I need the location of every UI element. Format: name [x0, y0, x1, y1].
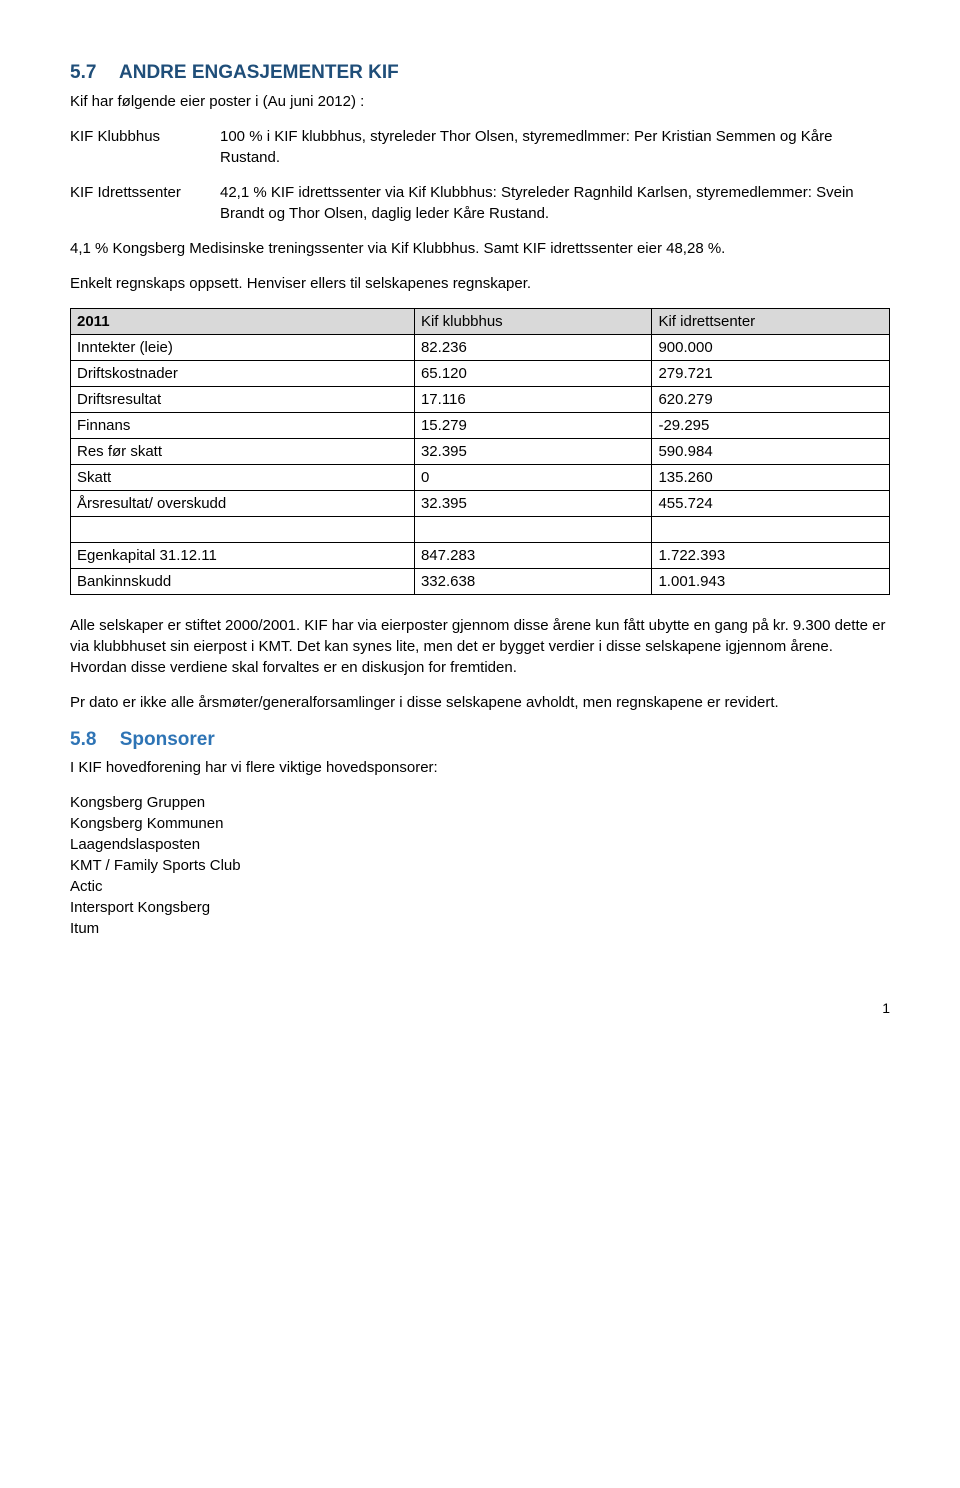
table-cell: Egenkapital 31.12.11 [71, 542, 415, 568]
def-desc: 42,1 % KIF idrettssenter via Kif Klubbhu… [220, 182, 890, 224]
table-cell: Bankinnskudd [71, 568, 415, 594]
table-row: Res før skatt32.395590.984 [71, 438, 890, 464]
sponsor-item: Kongsberg Kommunen [70, 813, 890, 834]
def-desc: 100 % i KIF klubbhus, styreleder Thor Ol… [220, 126, 890, 168]
table-cell [414, 516, 652, 542]
table-cell: 1.001.943 [652, 568, 890, 594]
def-term: KIF Idrettssenter [70, 182, 220, 224]
table-cell: 847.283 [414, 542, 652, 568]
table-cell: 900.000 [652, 334, 890, 360]
table-row: Egenkapital 31.12.11847.2831.722.393 [71, 542, 890, 568]
page-number: 1 [70, 999, 890, 1019]
paragraph: Alle selskaper er stiftet 2000/2001. KIF… [70, 615, 890, 678]
definition-row: KIF Idrettssenter 42,1 % KIF idrettssent… [70, 182, 890, 224]
table-cell: 1.722.393 [652, 542, 890, 568]
table-cell: 590.984 [652, 438, 890, 464]
definition-block: KIF Klubbhus 100 % i KIF klubbhus, styre… [70, 126, 890, 224]
paragraph: Pr dato er ikke alle årsmøter/generalfor… [70, 692, 890, 713]
table-cell [652, 516, 890, 542]
table-cell: 135.260 [652, 464, 890, 490]
sponsor-item: Laagendslasposten [70, 834, 890, 855]
section-58-num: 5.8 [70, 729, 96, 750]
sponsor-item: Kongsberg Gruppen [70, 792, 890, 813]
table-row: Årsresultat/ overskudd32.395455.724 [71, 490, 890, 516]
table-row: Bankinnskudd332.6381.001.943 [71, 568, 890, 594]
table-cell: 82.236 [414, 334, 652, 360]
table-cell: 279.721 [652, 360, 890, 386]
table-row [71, 516, 890, 542]
table-cell: 620.279 [652, 386, 890, 412]
table-cell: 17.116 [414, 386, 652, 412]
paragraph: 4,1 % Kongsberg Medisinske treningssente… [70, 238, 890, 259]
sponsor-item: KMT / Family Sports Club [70, 855, 890, 876]
sponsor-item: Itum [70, 918, 890, 939]
table-header-row: 2011 Kif klubbhus Kif idrettsenter [71, 308, 890, 334]
section-58-intro: I KIF hovedforening har vi flere viktige… [70, 757, 890, 778]
def-term: KIF Klubbhus [70, 126, 220, 168]
table-row: Driftsresultat17.116620.279 [71, 386, 890, 412]
table-cell: -29.295 [652, 412, 890, 438]
financial-table: 2011 Kif klubbhus Kif idrettsenter Innte… [70, 308, 890, 595]
table-cell: Res før skatt [71, 438, 415, 464]
section-57-num: 5.7 [70, 62, 96, 83]
sponsor-item: Actic [70, 876, 890, 897]
definition-row: KIF Klubbhus 100 % i KIF klubbhus, styre… [70, 126, 890, 168]
table-cell [71, 516, 415, 542]
sponsor-list: Kongsberg GruppenKongsberg KommunenLaage… [70, 792, 890, 939]
table-cell: 32.395 [414, 438, 652, 464]
sponsor-item: Intersport Kongsberg [70, 897, 890, 918]
table-row: Inntekter (leie)82.236900.000 [71, 334, 890, 360]
table-cell: Årsresultat/ overskudd [71, 490, 415, 516]
section-57-title: ANDRE ENGASJEMENTER KIF [119, 62, 399, 83]
table-header: 2011 [71, 308, 415, 334]
table-cell: 32.395 [414, 490, 652, 516]
paragraph: Enkelt regnskaps oppsett. Henviser eller… [70, 273, 890, 294]
section-58-title: Sponsorer [120, 729, 215, 750]
section-57-intro: Kif har følgende eier poster i (Au juni … [70, 91, 890, 112]
table-cell: 0 [414, 464, 652, 490]
table-cell: 65.120 [414, 360, 652, 386]
table-header: Kif idrettsenter [652, 308, 890, 334]
table-row: Skatt0135.260 [71, 464, 890, 490]
section-57-heading: 5.7 ANDRE ENGASJEMENTER KIF [70, 60, 890, 87]
table-cell: 15.279 [414, 412, 652, 438]
table-cell: Driftsresultat [71, 386, 415, 412]
section-58-heading: 5.8 Sponsorer [70, 727, 890, 754]
table-cell: Inntekter (leie) [71, 334, 415, 360]
table-cell: 455.724 [652, 490, 890, 516]
table-cell: Driftskostnader [71, 360, 415, 386]
table-cell: Finnans [71, 412, 415, 438]
table-cell: 332.638 [414, 568, 652, 594]
table-row: Driftskostnader65.120279.721 [71, 360, 890, 386]
table-cell: Skatt [71, 464, 415, 490]
table-row: Finnans15.279-29.295 [71, 412, 890, 438]
table-header: Kif klubbhus [414, 308, 652, 334]
